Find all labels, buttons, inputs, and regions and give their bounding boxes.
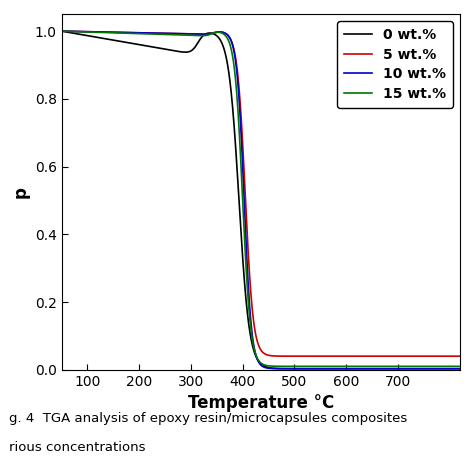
10 wt.% (318, 366, 323, 372)
0 wt.% (298, 366, 303, 372)
Line: 15 wt.%: 15 wt.% (62, 31, 460, 366)
0 wt.% (318, 366, 323, 372)
10 wt.% (400, 366, 406, 372)
10 wt.% (298, 366, 303, 372)
0 wt.% (453, 366, 458, 372)
10 wt.% (356, 366, 362, 372)
0 wt.% (59, 28, 64, 34)
15 wt.% (356, 364, 362, 369)
Line: 10 wt.%: 10 wt.% (62, 31, 460, 369)
Legend: 0 wt.%, 5 wt.%, 10 wt.%, 15 wt.%: 0 wt.%, 5 wt.%, 10 wt.%, 15 wt.% (337, 21, 453, 108)
Y-axis label: p: p (11, 186, 29, 198)
5 wt.% (298, 353, 303, 359)
0 wt.% (131, 41, 137, 46)
5 wt.% (457, 353, 463, 359)
15 wt.% (131, 31, 137, 36)
5 wt.% (356, 353, 362, 359)
5 wt.% (402, 353, 408, 359)
15 wt.% (318, 364, 323, 369)
Text: rious concentrations: rious concentrations (9, 441, 146, 454)
15 wt.% (59, 28, 64, 34)
10 wt.% (59, 28, 64, 34)
5 wt.% (211, 30, 217, 36)
10 wt.% (457, 366, 463, 372)
Line: 0 wt.%: 0 wt.% (62, 31, 460, 369)
10 wt.% (131, 30, 137, 36)
0 wt.% (457, 366, 463, 372)
Text: g. 4  TGA analysis of epoxy resin/microcapsules composites: g. 4 TGA analysis of epoxy resin/microca… (9, 412, 408, 425)
0 wt.% (386, 366, 392, 372)
15 wt.% (298, 364, 303, 369)
15 wt.% (386, 364, 392, 369)
10 wt.% (386, 366, 392, 372)
15 wt.% (457, 364, 463, 369)
10 wt.% (211, 30, 217, 36)
0 wt.% (356, 366, 362, 372)
X-axis label: Temperature °C: Temperature °C (188, 394, 334, 412)
0 wt.% (211, 31, 217, 37)
5 wt.% (318, 353, 323, 359)
15 wt.% (211, 30, 217, 36)
5 wt.% (386, 353, 392, 359)
15 wt.% (405, 364, 411, 369)
5 wt.% (131, 30, 137, 36)
Line: 5 wt.%: 5 wt.% (62, 31, 460, 356)
5 wt.% (59, 28, 64, 34)
